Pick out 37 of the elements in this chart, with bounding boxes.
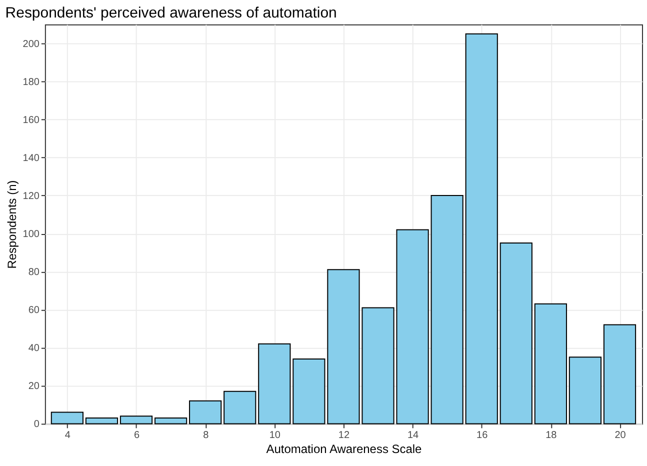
bar xyxy=(568,356,602,424)
x-axis-title: Automation Awareness Scale xyxy=(266,442,422,456)
x-tick-label: 6 xyxy=(134,430,140,442)
bar xyxy=(154,417,188,424)
bar xyxy=(258,343,291,424)
x-tick-label: 18 xyxy=(546,430,558,442)
x-tick-label: 14 xyxy=(407,430,420,442)
y-tick-label: 200 xyxy=(22,38,40,50)
y-tick-label: 20 xyxy=(28,381,40,392)
y-tick-label: 0 xyxy=(34,419,40,430)
y-tick-label: 40 xyxy=(28,343,40,354)
bar xyxy=(603,324,636,424)
y-tick-label: 60 xyxy=(28,305,40,316)
x-tick-label: 10 xyxy=(269,430,281,442)
bar xyxy=(85,417,118,424)
x-tick-label: 16 xyxy=(476,430,488,442)
bar xyxy=(465,33,498,424)
y-tick-label: 80 xyxy=(28,267,40,278)
bar xyxy=(120,416,153,424)
bar xyxy=(50,412,84,424)
chart-title: Respondents' perceived awareness of automation xyxy=(5,4,337,22)
bar xyxy=(500,242,532,424)
y-axis-title: Respondents (n) xyxy=(4,180,19,269)
bar xyxy=(189,400,222,424)
bar xyxy=(224,390,256,424)
bar xyxy=(534,303,567,424)
y-tick-label: 140 xyxy=(22,152,40,164)
y-tick-label: 180 xyxy=(22,76,40,88)
y-tick-label: 120 xyxy=(22,190,40,202)
x-tick-label: 4 xyxy=(64,430,71,442)
bar xyxy=(430,194,464,424)
y-tick-label: 100 xyxy=(22,229,40,240)
bar xyxy=(292,358,326,424)
x-tick-label: 12 xyxy=(338,430,350,442)
x-tick-label: 20 xyxy=(614,430,626,442)
y-tick-label: 160 xyxy=(22,114,40,126)
x-tick-label: 8 xyxy=(203,430,210,442)
